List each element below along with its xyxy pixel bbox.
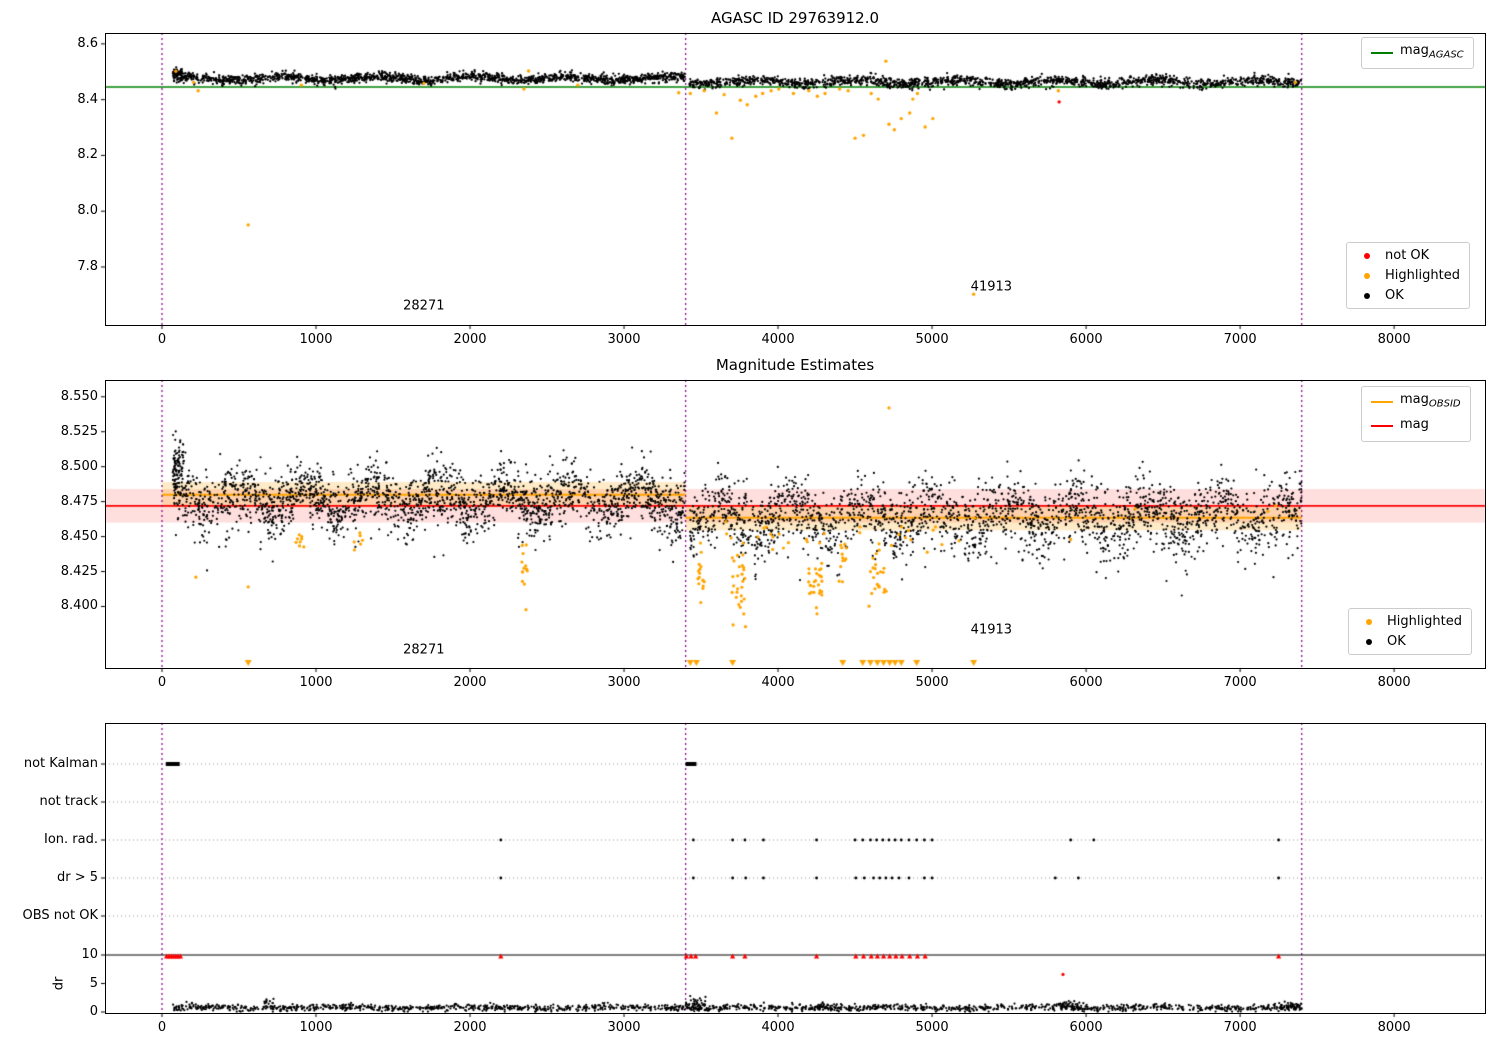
flag-row-label: dr > 5	[56, 870, 98, 885]
dr-tick-label: 5	[89, 975, 98, 991]
plot1-line-legend: magAGASC	[1361, 37, 1474, 69]
x-tick-label: 3000	[607, 675, 641, 690]
x-tick-label: 2000	[453, 675, 487, 690]
legend-label-ok: OK	[1385, 288, 1404, 303]
not-ok-marker-swatch	[1364, 252, 1370, 259]
plot1-title: AGASC ID 29763912.0	[710, 9, 880, 27]
y-tick-label: 7.8	[77, 258, 98, 274]
mag-obsid-line-swatch	[1371, 400, 1393, 403]
legend-label-ok-2: OK	[1387, 634, 1406, 649]
x-tick-label: 7000	[1223, 1020, 1257, 1035]
x-tick-label: 4000	[761, 1020, 795, 1035]
dr-axis-label: dr	[51, 976, 67, 991]
y-tick-label: 8.550	[60, 388, 98, 404]
y-tick-label: 8.2	[77, 147, 98, 163]
highlighted-marker-swatch-2	[1366, 618, 1372, 625]
y-tick-label: 8.425	[60, 563, 98, 579]
x-tick-label: 7000	[1223, 332, 1257, 347]
y-tick-label: 8.6	[77, 35, 98, 51]
obsid-annotation-28271-mid: 28271	[403, 642, 445, 658]
plot2-marker-legend: Highlighted OK	[1348, 608, 1472, 655]
plot2-line-legend: magOBSID mag	[1361, 386, 1471, 443]
x-tick-label: 0	[157, 332, 167, 347]
legend-entry-ok: OK	[1356, 288, 1460, 303]
legend-label-not-ok: not OK	[1385, 248, 1430, 263]
y-tick-label: 8.0	[77, 203, 98, 219]
x-tick-label: 0	[157, 1020, 167, 1035]
y-tick-label: 8.400	[60, 598, 98, 614]
obsid-annotation-41913-mid: 41913	[970, 622, 1013, 638]
x-tick-label: 2000	[453, 1020, 487, 1035]
dr-tick-label: 0	[89, 1004, 98, 1019]
legend-entry-not-ok: not OK	[1356, 248, 1460, 263]
legend-entry-mag: mag	[1371, 417, 1461, 437]
flag-row-label: not Kalman	[23, 756, 98, 771]
obsid-annotation-28271-top: 28271	[403, 298, 445, 314]
x-tick-label: 5000	[915, 1020, 949, 1035]
flag-row-label: Ion. rad.	[44, 832, 98, 847]
legend-label-mag: mag	[1400, 416, 1429, 432]
y-tick-label: 8.500	[60, 458, 98, 474]
highlighted-marker-swatch	[1364, 272, 1370, 279]
legend-label-highlighted: Highlighted	[1385, 268, 1460, 283]
plot1-marker-legend: not OK Highlighted OK	[1346, 242, 1470, 309]
x-tick-label: 3000	[607, 1020, 641, 1035]
ok-marker-swatch-2	[1366, 638, 1372, 645]
mag-line-swatch	[1371, 425, 1393, 428]
x-tick-label: 1000	[299, 1020, 333, 1035]
y-tick-label: 8.475	[60, 493, 98, 509]
x-tick-label: 7000	[1223, 675, 1257, 690]
x-tick-label: 6000	[1069, 332, 1103, 347]
x-tick-label: 0	[157, 675, 167, 690]
x-tick-label: 8000	[1377, 675, 1411, 690]
plot2-title: Magnitude Estimates	[715, 356, 875, 374]
x-tick-label: 2000	[453, 332, 487, 347]
x-tick-label: 5000	[915, 675, 949, 690]
x-tick-label: 1000	[299, 332, 333, 347]
y-tick-label: 8.450	[60, 528, 98, 544]
legend-label-highlighted-2: Highlighted	[1387, 614, 1462, 629]
x-tick-label: 5000	[915, 332, 949, 347]
flag-row-label: not track	[39, 794, 98, 809]
x-tick-label: 1000	[299, 675, 333, 690]
x-tick-label: 4000	[761, 675, 795, 690]
obsid-annotation-41913-top: 41913	[970, 279, 1013, 294]
legend-entry-highlighted-2: Highlighted	[1358, 614, 1462, 629]
y-tick-label: 8.525	[60, 423, 98, 439]
x-tick-label: 6000	[1069, 1020, 1103, 1035]
x-tick-label: 3000	[607, 332, 641, 347]
legend-entry-ok-2: OK	[1358, 634, 1462, 649]
flag-row-label: OBS not OK	[22, 908, 99, 923]
x-tick-label: 8000	[1377, 332, 1411, 347]
legend-entry-highlighted: Highlighted	[1356, 268, 1460, 283]
legend-entry-mag-obsid: magOBSID	[1371, 392, 1461, 412]
y-tick-label: 8.4	[77, 91, 98, 107]
dr-tick-label: 10	[81, 947, 98, 962]
mag-agasc-line-swatch	[1371, 51, 1393, 54]
x-tick-label: 4000	[761, 332, 795, 347]
legend-label-mag-obsid: magOBSID	[1400, 392, 1461, 410]
x-tick-label: 6000	[1069, 675, 1103, 690]
x-tick-label: 8000	[1377, 1020, 1411, 1035]
ok-marker-swatch	[1364, 292, 1370, 299]
legend-entry-mag-agasc: magAGASC	[1371, 43, 1464, 63]
legend-label-mag-agasc: magAGASC	[1400, 43, 1464, 61]
